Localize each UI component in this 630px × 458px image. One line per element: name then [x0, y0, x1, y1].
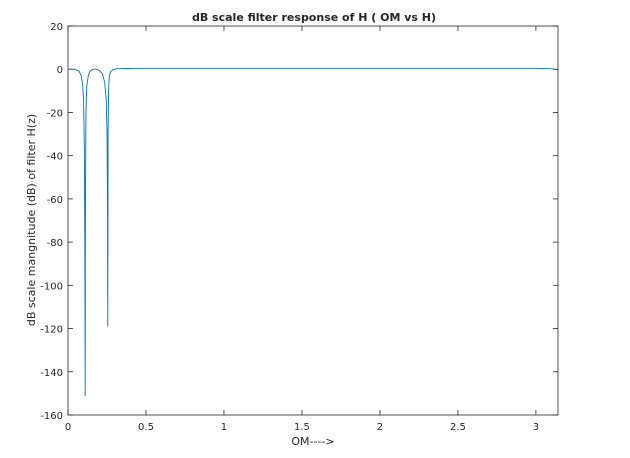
x-tick-label: 0	[65, 422, 71, 433]
x-tick-label: 1	[221, 422, 227, 433]
x-tick-label: 3	[533, 422, 539, 433]
y-axis: 20 0 -20 -40 -60 -80 -100 -120 -140 -160	[40, 22, 558, 422]
y-tick-label: -120	[40, 325, 63, 336]
x-axis: 0 0.5 1 1.5 2 2.5 3	[65, 26, 539, 433]
y-tick-label: -20	[47, 108, 63, 119]
y-tick-label: -160	[40, 411, 63, 422]
x-tick-label: 2	[377, 422, 383, 433]
y-tick-label: -60	[47, 195, 63, 206]
series-layer	[68, 67, 559, 396]
y-tick-label: -140	[40, 368, 63, 379]
plot-area	[67, 25, 559, 416]
x-tick-label: 2.5	[450, 422, 466, 433]
y-tick-label: 20	[50, 22, 63, 33]
y-tick-label: -40	[47, 152, 63, 163]
y-tick-label: 0	[57, 65, 63, 76]
chart-title: dB scale filter response of H ( OM vs H)	[192, 11, 436, 24]
series-line	[68, 67, 559, 396]
x-axis-label: OM---->	[291, 435, 334, 448]
y-axis-label: dB scale mangnitude (dB) of filter H(z)	[25, 114, 38, 326]
x-tick-label: 0.5	[138, 422, 154, 433]
y-tick-label: -100	[40, 281, 63, 292]
y-tick-label: -80	[47, 238, 63, 249]
x-tick-label: 1.5	[294, 422, 310, 433]
